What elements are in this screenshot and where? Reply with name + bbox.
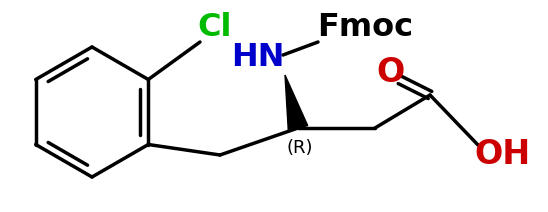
Polygon shape [285,75,308,130]
Text: (R): (R) [287,139,313,157]
Text: HN: HN [231,42,285,74]
Text: Fmoc: Fmoc [317,13,413,43]
Text: OH: OH [474,138,530,172]
Text: O: O [376,56,404,88]
Text: Cl: Cl [198,13,232,43]
